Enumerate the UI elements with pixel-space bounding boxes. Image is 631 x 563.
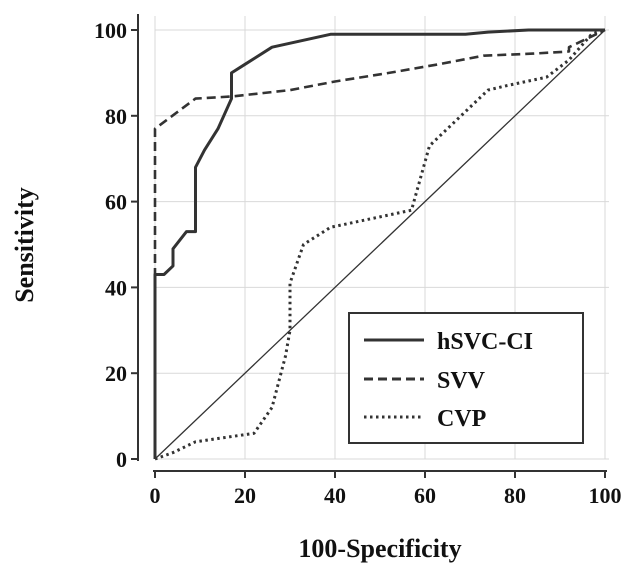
legend-label-svv: SVV	[437, 368, 486, 394]
y-tick-label: 60	[105, 190, 127, 215]
series-line-svv	[153, 28, 606, 459]
legend-box	[348, 312, 584, 444]
legend-label-cvp: CVP	[437, 406, 486, 432]
legend: hSVC-CI SVV CVP	[348, 312, 584, 444]
series-line-reference-diagonal	[154, 29, 606, 460]
x-axis-title: 100-Specificity	[298, 534, 461, 563]
y-tick-label: 40	[105, 275, 127, 300]
x-tick-label: 0	[150, 483, 161, 508]
grid-layer	[154, 16, 609, 460]
x-tick-label: 60	[414, 483, 436, 508]
x-tick-label: 40	[324, 483, 346, 508]
x-tick-label: 20	[234, 483, 256, 508]
legend-label-hsvc-ci: hSVC-CI	[437, 329, 533, 355]
y-tick-label: 20	[105, 361, 127, 386]
y-tick-label: 0	[116, 447, 127, 472]
x-ticks: 0 20 40 60 80 100	[150, 471, 622, 508]
series-layer	[153, 28, 606, 461]
y-tick-label: 80	[105, 104, 127, 129]
y-tick-label: 100	[94, 18, 127, 43]
series-line-hsvc-ci	[153, 28, 605, 459]
y-ticks: 0 20 40 60 80 100	[94, 18, 138, 472]
x-tick-label: 80	[504, 483, 526, 508]
x-tick-label: 100	[589, 483, 622, 508]
y-axis-title: Sensitivity	[10, 187, 39, 303]
series-line-cvp	[154, 28, 606, 461]
